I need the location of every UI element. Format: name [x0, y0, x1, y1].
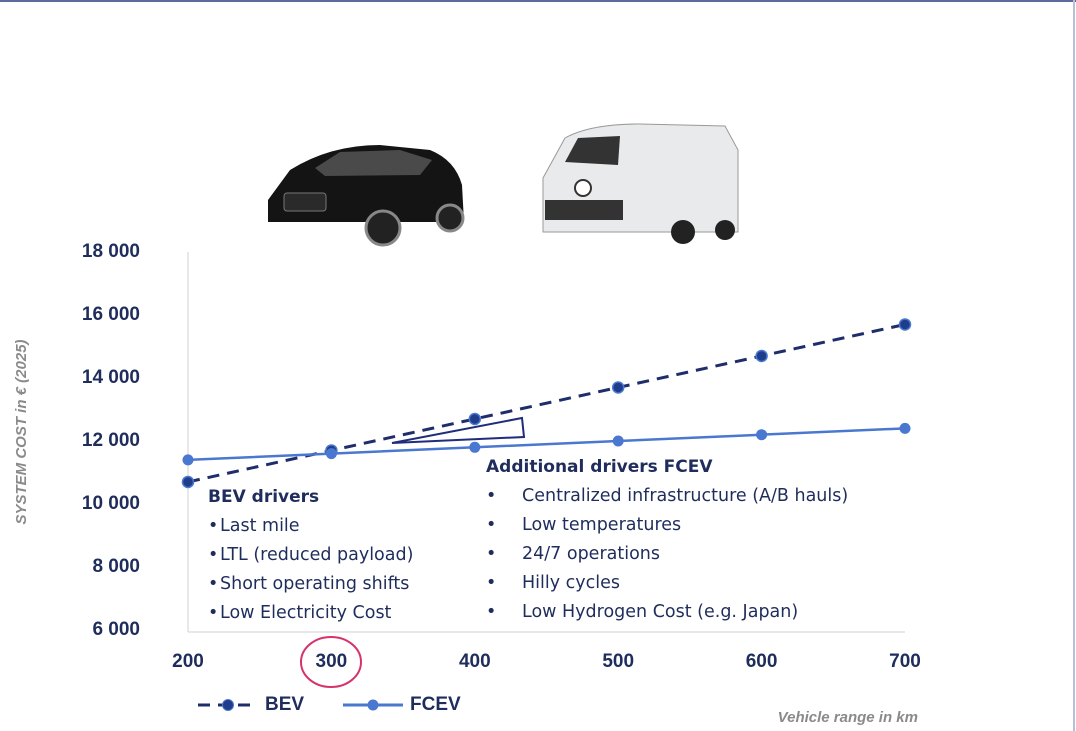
annotation-item: Hilly cycles	[522, 573, 620, 593]
annotation-bullet: •	[486, 573, 496, 593]
point	[611, 381, 625, 394]
van-image	[542, 123, 739, 244]
y-tick-label: 12 000	[82, 430, 140, 451]
point	[181, 475, 195, 489]
annotation-item: Low temperatures	[522, 515, 681, 535]
suv-image	[268, 145, 465, 247]
y-tick-label: 8 000	[92, 556, 140, 577]
y-tick-label: 14 000	[82, 367, 140, 388]
point	[469, 441, 481, 453]
annotation-item: Short operating shifts	[220, 574, 409, 594]
annotation-bullet: •	[208, 603, 218, 623]
annotation-bullet: •	[208, 545, 218, 565]
x-axis-label: Vehicle range in km	[778, 709, 918, 726]
annotation-item: Low Electricity Cost	[220, 603, 392, 623]
annotation-bullet: •	[486, 486, 496, 506]
annotation-item: Low Hydrogen Cost (e.g. Japan)	[522, 602, 798, 622]
annotation-item: 24/7 operations	[522, 544, 660, 564]
x-tick-label: 400	[459, 651, 491, 672]
point	[325, 448, 337, 460]
x-tick-label: 200	[172, 651, 204, 672]
point	[756, 429, 768, 441]
x-tick-label: 500	[602, 651, 634, 672]
point	[182, 454, 194, 466]
legend-label: FCEV	[410, 694, 461, 715]
y-tick-label: 10 000	[82, 493, 140, 514]
annotation-title: BEV drivers	[208, 487, 319, 507]
y-tick-label: 6 000	[92, 619, 140, 640]
point	[468, 412, 482, 426]
annotation-item: LTL (reduced payload)	[220, 545, 413, 565]
x-tick-label: 600	[746, 651, 778, 672]
annotation-bullet: •	[486, 602, 496, 622]
annotation-bullet: •	[208, 574, 218, 594]
annotation-bullet: •	[486, 515, 496, 535]
y-axis-label: SYSTEM COST in € (2025)	[13, 339, 30, 524]
annotation-item: Last mile	[220, 516, 300, 536]
legend-marker	[367, 699, 379, 711]
point	[612, 435, 624, 447]
annotation-bullet: •	[208, 516, 218, 536]
series-line	[187, 427, 906, 462]
annotation-bullet: •	[486, 544, 496, 564]
x-tick-label: 300	[316, 651, 348, 672]
x-tick-label: 700	[889, 651, 921, 672]
legend-label: BEV	[265, 694, 304, 715]
legend-marker	[222, 699, 234, 711]
point	[899, 422, 911, 434]
y-tick-label: 16 000	[82, 304, 140, 325]
highlight-circle	[300, 636, 362, 688]
point	[755, 349, 768, 363]
annotation-item: Centralized infrastructure (A/B hauls)	[522, 486, 848, 506]
point	[898, 318, 912, 331]
y-tick-label: 18 000	[82, 241, 140, 262]
annotation-title: Additional drivers FCEV	[486, 457, 713, 477]
gap-triangle	[391, 416, 526, 444]
